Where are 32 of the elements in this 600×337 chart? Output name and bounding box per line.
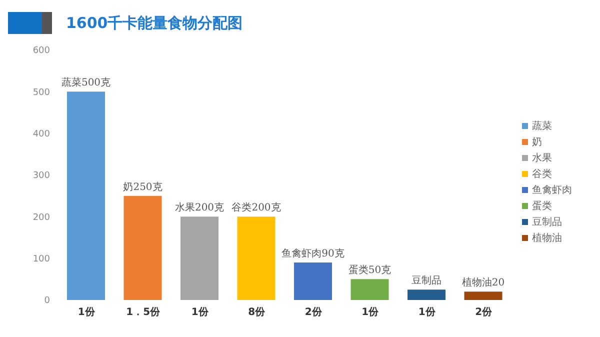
data-label: 豆制品 (412, 274, 442, 287)
data-label: 蔬菜500克 (61, 76, 111, 89)
legend-label: 鱼禽虾肉 (532, 185, 572, 196)
data-label: 植物油20 (462, 276, 505, 289)
x-tick-label: 1份 (418, 306, 436, 318)
legend-label: 植物油 (532, 233, 562, 244)
data-label: 水果200克 (174, 202, 224, 214)
data-label: 蛋类50克 (348, 264, 392, 276)
legend-label: 蛋类 (532, 201, 552, 212)
x-tick-label: 2份 (304, 306, 323, 318)
data-label: 谷类200克 (232, 202, 281, 214)
y-tick-label: 400 (32, 130, 50, 140)
y-tick-label: 100 (32, 254, 50, 265)
data-label: 奶250克 (123, 180, 162, 193)
x-tick-label: 1份 (362, 306, 380, 318)
x-tick-label: 8份 (248, 306, 266, 318)
y-tick-label: 0 (44, 296, 50, 306)
legend-label: 奶 (532, 137, 542, 148)
data-label: 鱼禽虾肉90克 (282, 248, 344, 260)
legend-label: 蔬菜 (532, 121, 552, 132)
y-tick-label: 300 (32, 171, 50, 182)
chart-title: 1600千卡能量食物分配图 (66, 14, 243, 32)
legend-label: 豆制品 (532, 217, 562, 228)
x-tick-label: 1份 (78, 306, 96, 318)
x-tick-label: 1．5份 (126, 306, 162, 318)
legend-label: 水果 (532, 153, 552, 164)
y-tick-label: 200 (32, 212, 50, 223)
x-tick-label: 2份 (475, 306, 494, 318)
x-tick-label: 1份 (191, 306, 210, 318)
y-tick-label: 600 (32, 46, 50, 56)
legend-label: 谷类 (532, 169, 552, 180)
y-tick-label: 500 (32, 88, 50, 98)
